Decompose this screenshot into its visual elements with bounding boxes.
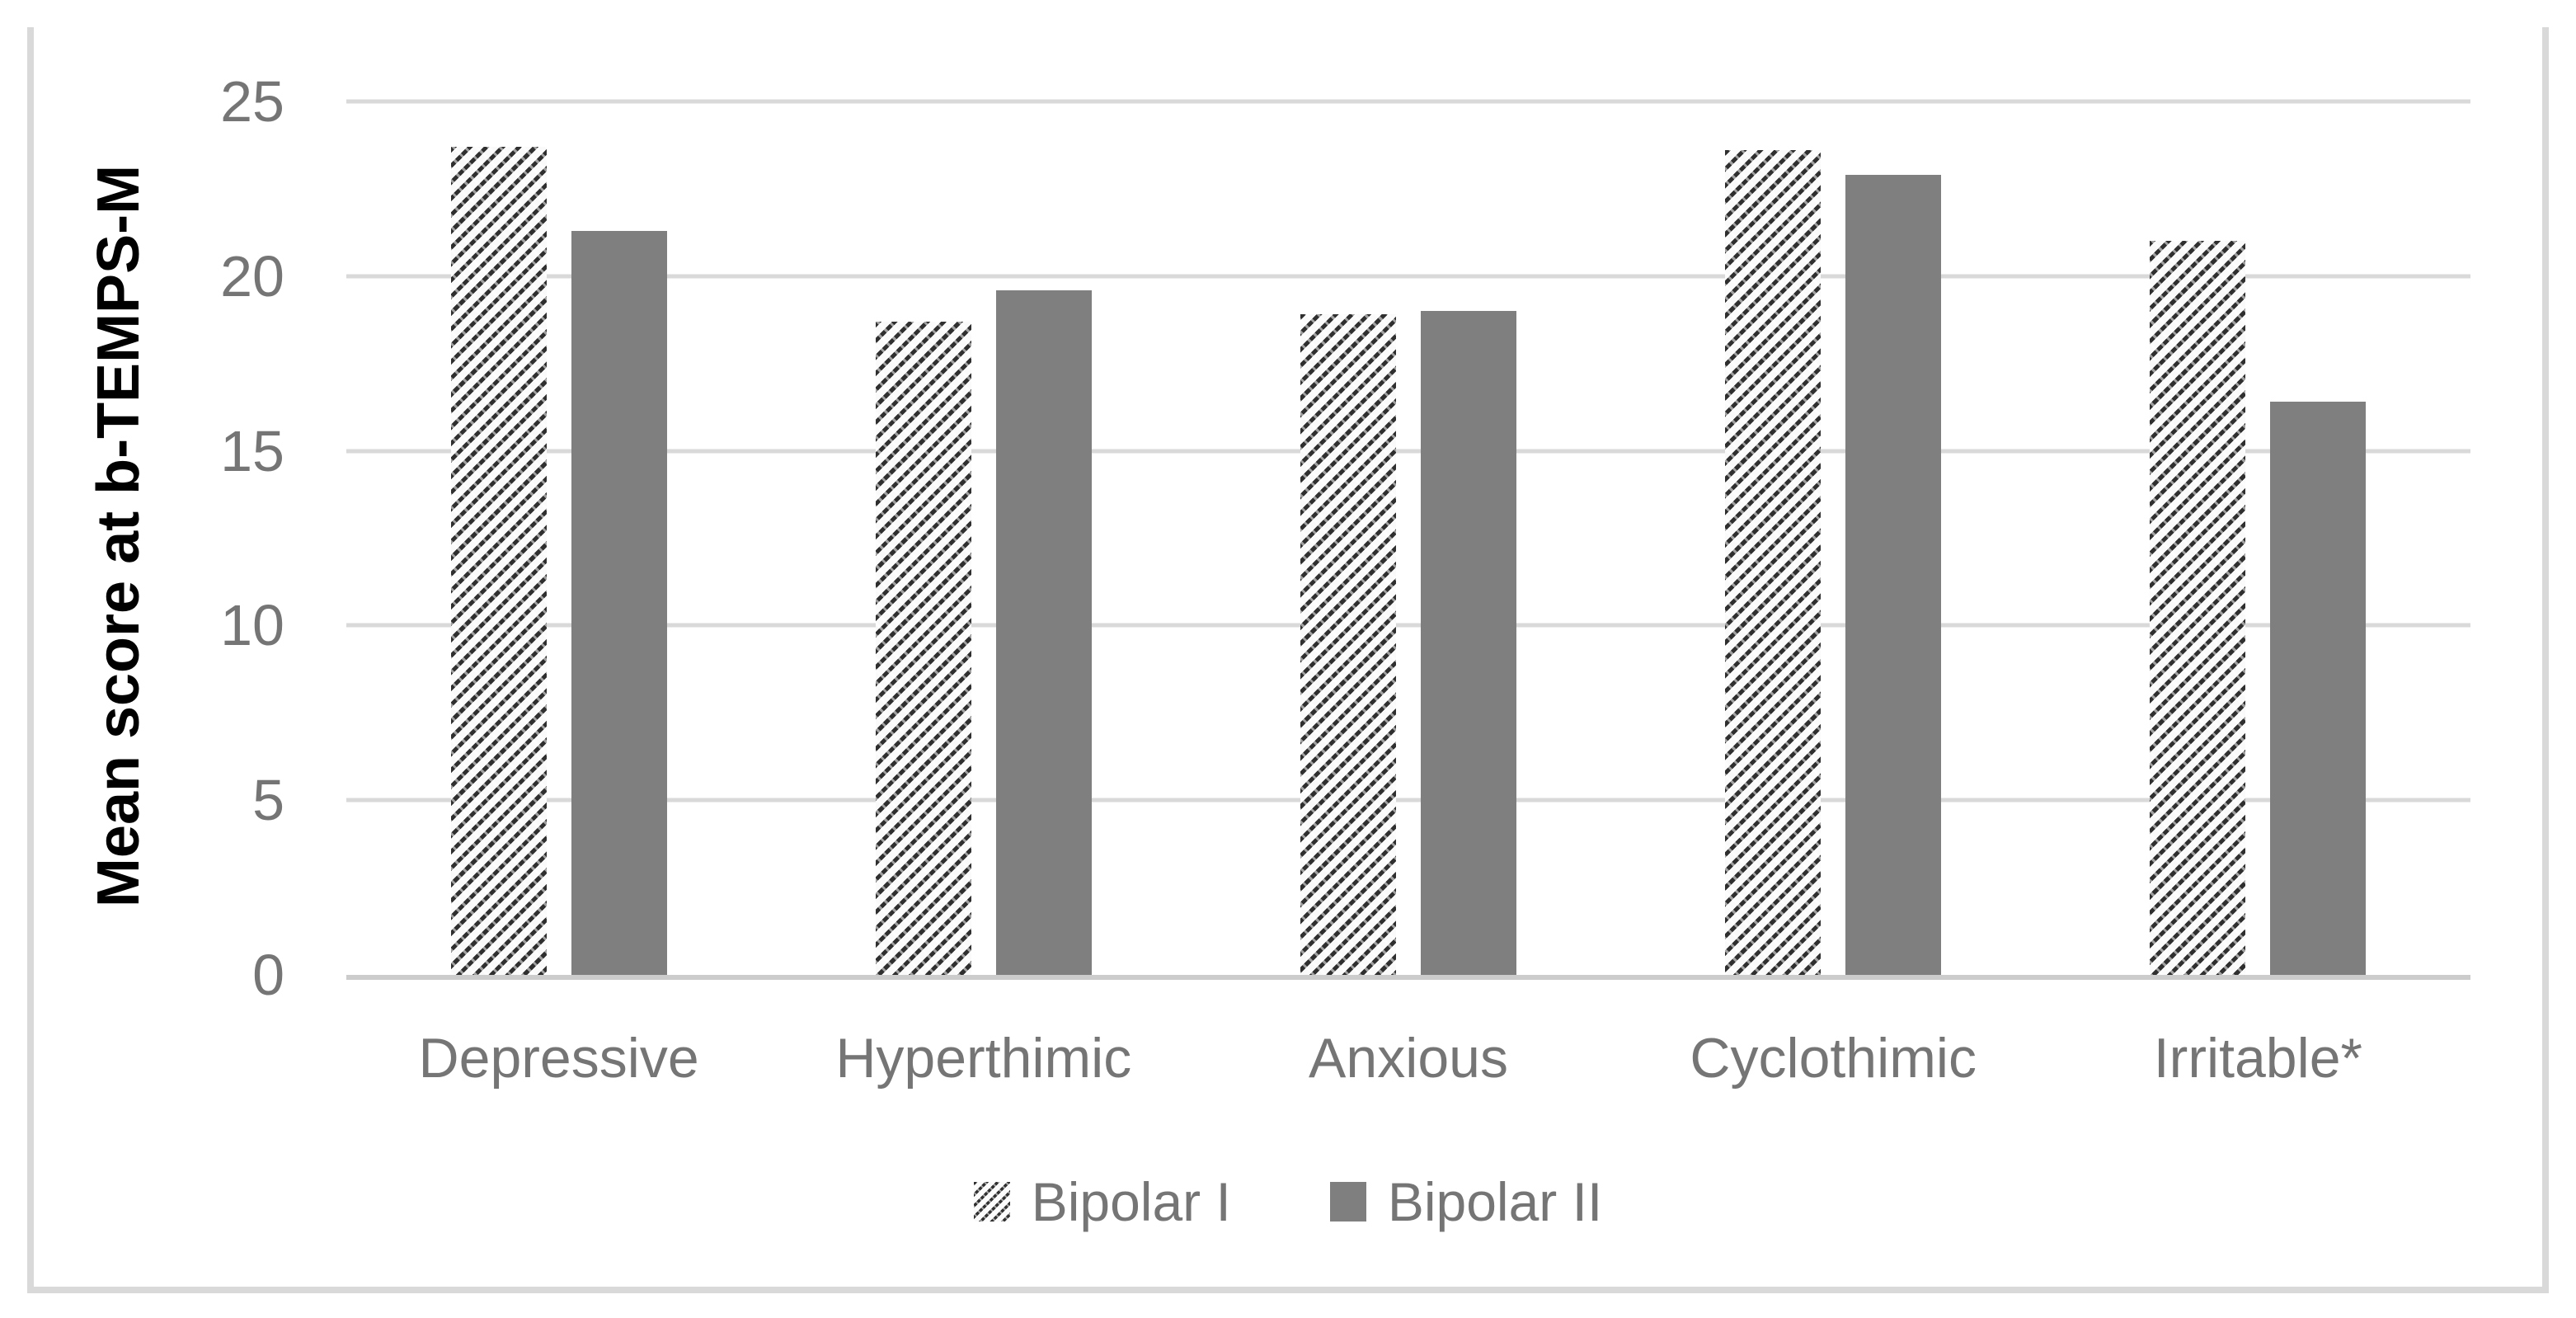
y-tick-label-15: 15 <box>220 418 284 483</box>
legend-item-bipolar-i: Bipolar I <box>973 1170 1231 1233</box>
gridline-10 <box>346 623 2470 628</box>
plot-area <box>346 99 2470 980</box>
category-label-anxious: Anxious <box>1309 1027 1508 1090</box>
category-label-depressive: Depressive <box>418 1027 699 1090</box>
bar-bipolar-ii-hyperthimic <box>995 289 1092 975</box>
category-label-irritable: Irritable* <box>2153 1027 2362 1090</box>
legend-label-bipolar-ii: Bipolar II <box>1387 1171 1603 1232</box>
legend-swatch-bipolar-ii-icon <box>1329 1182 1366 1222</box>
legend: Bipolar I Bipolar II <box>0 1165 2576 1239</box>
bar-bipolar-i-anxious <box>1300 314 1396 975</box>
category-label-cyclothimic: Cyclothimic <box>1690 1027 1977 1090</box>
legend-label-bipolar-i: Bipolar I <box>1031 1171 1231 1232</box>
legend-swatch-bipolar-i-icon <box>973 1182 1010 1222</box>
figure-frame <box>27 27 2549 1293</box>
gridline-20 <box>346 274 2470 279</box>
y-tick-label-10: 10 <box>220 593 284 658</box>
gridline-25 <box>346 99 2470 104</box>
y-tick-label-25: 25 <box>220 69 284 134</box>
gridline-5 <box>346 798 2470 803</box>
category-label-hyperthimic: Hyperthimic <box>835 1027 1132 1090</box>
gridline-15 <box>346 449 2470 454</box>
legend-item-bipolar-ii: Bipolar II <box>1329 1170 1603 1233</box>
bar-bipolar-ii-cyclothimic <box>1845 174 1942 975</box>
bar-bipolar-i-depressive <box>450 147 547 975</box>
y-axis-tick-labels: 0 5 10 15 20 25 <box>0 73 284 1004</box>
bar-bipolar-ii-depressive <box>571 230 667 975</box>
bar-bipolar-ii-anxious <box>1421 311 1516 975</box>
y-tick-label-0: 0 <box>252 943 284 1007</box>
bar-bipolar-i-cyclothimic <box>1725 150 1822 975</box>
bar-bipolar-i-hyperthimic <box>875 321 971 975</box>
x-axis-category-labels: Depressive Hyperthimic Anxious Cyclothimic I… <box>346 1026 2470 1109</box>
y-tick-label-5: 5 <box>252 768 284 833</box>
bar-bipolar-i-irritable <box>2150 241 2246 975</box>
y-tick-label-20: 20 <box>220 243 284 308</box>
bar-bipolar-ii-irritable <box>2270 402 2367 975</box>
